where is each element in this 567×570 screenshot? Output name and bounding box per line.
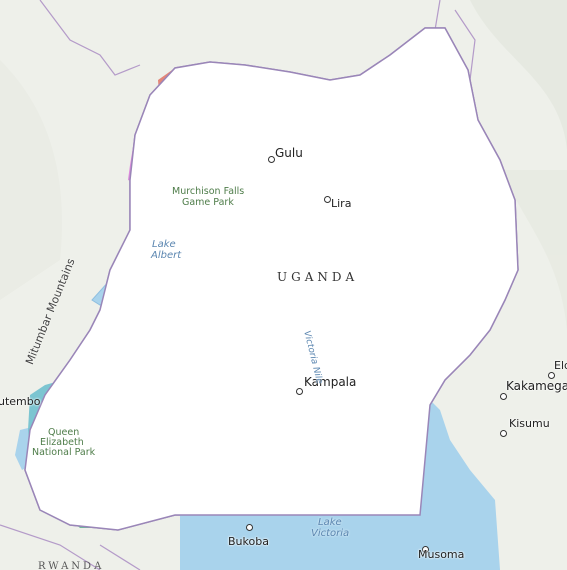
murchison-label-1: Murchison Falls (172, 187, 244, 197)
neighbor-label: RWANDA (38, 562, 104, 570)
city-label-kakamega[interactable]: Kakamega (506, 380, 567, 392)
city-label-gulu[interactable]: Gulu (275, 147, 303, 159)
city-marker-kampala (296, 388, 303, 395)
queen-elizabeth-label-3: National Park (32, 448, 95, 458)
lake-albert-label-2: Albert (151, 251, 181, 261)
city-marker-eld (548, 372, 555, 379)
city-marker-lira (324, 196, 331, 203)
city-marker-gulu (268, 156, 275, 163)
city-label-bukoba[interactable]: Bukoba (228, 536, 269, 547)
murchison-label-2: Game Park (182, 198, 234, 208)
city-marker-kakamega (500, 393, 507, 400)
city-marker-kisumu (500, 430, 507, 437)
city-label-kasese[interactable]: utembo (0, 396, 40, 407)
country-label: UGANDA (277, 271, 358, 283)
city-label-kisumu[interactable]: Kisumu (509, 418, 550, 429)
lake-albert-label-1: Lake (152, 240, 176, 250)
city-label-lira[interactable]: Lira (331, 198, 351, 209)
lake-victoria-label-1: Lake (318, 518, 342, 528)
city-label-musoma[interactable]: Musoma (418, 549, 464, 560)
city-label-eld[interactable]: Eld (554, 360, 567, 371)
city-marker-bukoba (246, 524, 253, 531)
lake-victoria-label-2: Victoria (311, 529, 349, 539)
